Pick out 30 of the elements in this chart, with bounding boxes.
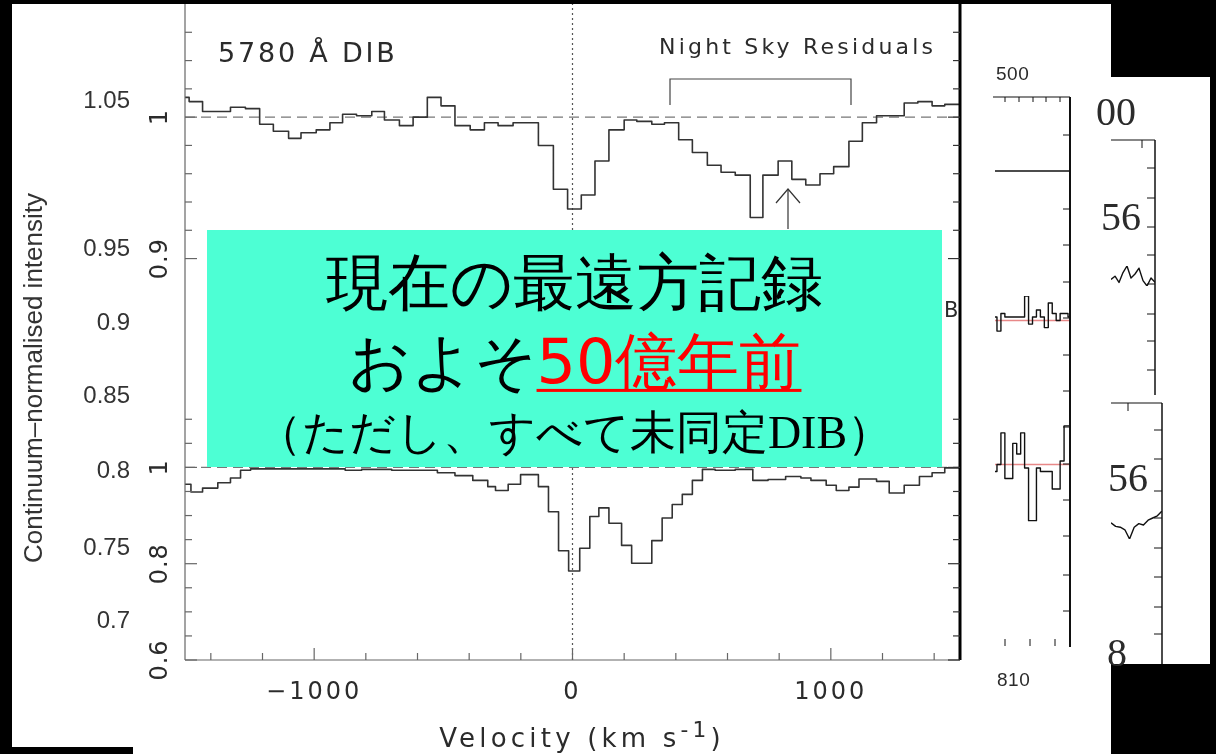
text: Continuum–normalised intensity bbox=[18, 193, 48, 563]
text: 0.9 bbox=[96, 308, 130, 335]
text: 1.05 bbox=[83, 86, 130, 113]
text: 0.85 bbox=[83, 381, 130, 408]
annotation: Night Sky Residuals bbox=[659, 34, 937, 59]
x-tick-label: −1000 bbox=[266, 677, 363, 705]
annotation: 5780 Å DIB bbox=[218, 36, 398, 68]
text: 56 bbox=[1101, 194, 1141, 239]
text: 500 bbox=[996, 62, 1030, 84]
annotation: 現在の最遠方記録 bbox=[326, 245, 823, 319]
annotation: B bbox=[944, 297, 959, 322]
x-axis-title: Velocity (km s$^{-1}$) bbox=[439, 717, 725, 753]
annotation: およそ bbox=[347, 324, 537, 398]
y-tick-label: 1 bbox=[145, 459, 173, 476]
annotation: （ただし、すべて未同定DIB） bbox=[255, 406, 894, 458]
y-tick-label: 1 bbox=[145, 109, 173, 126]
y-tick-label: 0.9 bbox=[145, 237, 173, 280]
text: 0.75 bbox=[83, 533, 130, 560]
text: 0.95 bbox=[83, 234, 130, 261]
text: 00 bbox=[1096, 89, 1136, 134]
y-tick-label: 0.8 bbox=[145, 543, 173, 585]
x-tick-label: 0 bbox=[563, 677, 582, 705]
text: 0.7 bbox=[96, 606, 130, 633]
text: 8 bbox=[1107, 630, 1127, 675]
annotation: 50億年前 bbox=[536, 324, 802, 398]
text: 810 bbox=[997, 668, 1031, 690]
y-tick-label: 0.6 bbox=[145, 639, 173, 681]
text: 0.8 bbox=[96, 456, 130, 483]
x-tick-label: 1000 bbox=[794, 677, 868, 705]
text: 56 bbox=[1108, 455, 1148, 500]
